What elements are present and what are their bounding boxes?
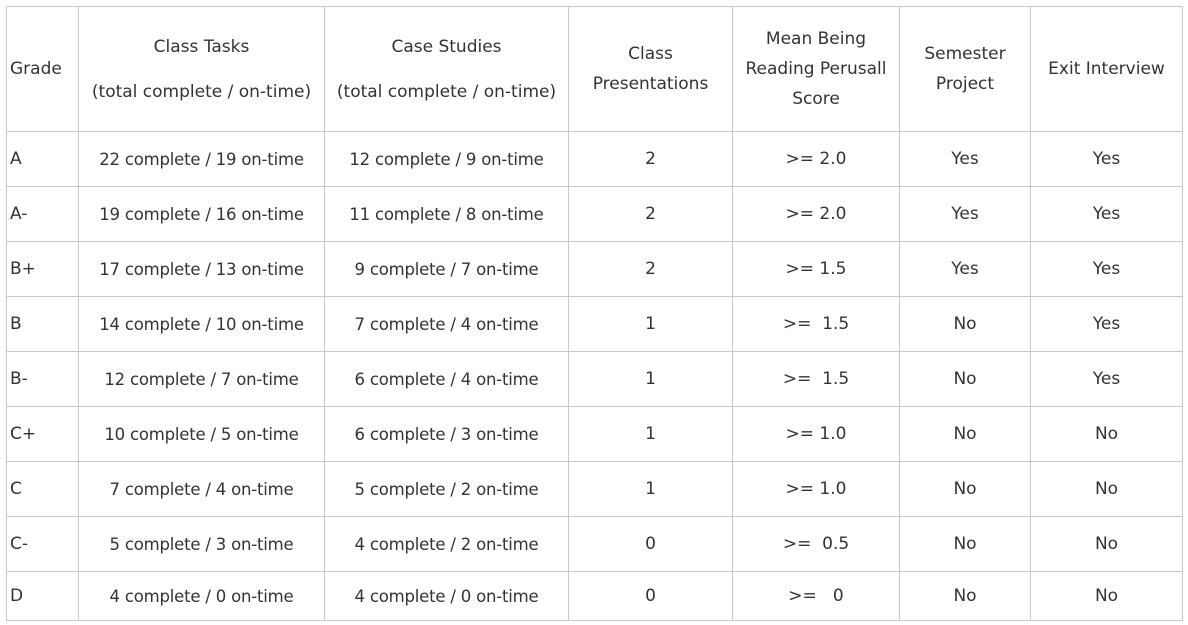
table-row: B- 12 complete / 7 on-time 6 complete / … xyxy=(6,351,1183,407)
class-tasks-cell: 22 complete / 19 on-time xyxy=(78,131,325,187)
header-row: Grade Class Tasks (total complete / on-t… xyxy=(6,6,1183,132)
reading-score-cell: >= 1.5 xyxy=(732,351,900,407)
header-semester-project: Semester Project xyxy=(899,6,1031,132)
table-row: B+ 17 complete / 13 on-time 9 complete /… xyxy=(6,241,1183,297)
case-studies-cell: 4 complete / 0 on-time xyxy=(324,571,569,621)
table-row: C+ 10 complete / 5 on-time 6 complete / … xyxy=(6,406,1183,462)
exit-interview-cell: No xyxy=(1030,516,1183,572)
presentations-cell: 1 xyxy=(568,296,733,352)
header-exit-interview-label: Exit Interview xyxy=(1048,59,1165,79)
presentations-cell: 0 xyxy=(568,571,733,621)
presentations-cell: 1 xyxy=(568,351,733,407)
header-class-tasks: Class Tasks (total complete / on-time) xyxy=(78,6,325,132)
exit-interview-cell: Yes xyxy=(1030,131,1183,187)
exit-interview-cell: Yes xyxy=(1030,296,1183,352)
case-studies-cell: 6 complete / 4 on-time xyxy=(324,351,569,407)
reading-score-cell: >= 2.0 xyxy=(732,186,900,242)
reading-score-cell: >= 2.0 xyxy=(732,131,900,187)
case-studies-cell: 5 complete / 2 on-time xyxy=(324,461,569,517)
header-case-studies-title: Case Studies xyxy=(391,36,502,57)
exit-interview-cell: No xyxy=(1030,406,1183,462)
reading-score-cell: >= 0.5 xyxy=(732,516,900,572)
grade-cell: B+ xyxy=(6,241,79,297)
case-studies-cell: 9 complete / 7 on-time xyxy=(324,241,569,297)
reading-score-cell: >= 0 xyxy=(732,571,900,621)
header-class-presentations: Class Presentations xyxy=(568,6,733,132)
class-tasks-cell: 14 complete / 10 on-time xyxy=(78,296,325,352)
table-row: C- 5 complete / 3 on-time 4 complete / 2… xyxy=(6,516,1183,572)
table-row: A- 19 complete / 16 on-time 11 complete … xyxy=(6,186,1183,242)
header-mean-reading-score-line3: Score xyxy=(792,89,840,109)
exit-interview-cell: Yes xyxy=(1030,351,1183,407)
semester-project-cell: No xyxy=(899,351,1031,407)
header-class-presentations-line1: Class xyxy=(628,44,673,64)
exit-interview-cell: Yes xyxy=(1030,186,1183,242)
header-semester-project-line1: Semester xyxy=(924,44,1006,64)
reading-score-cell: >= 1.0 xyxy=(732,406,900,462)
grade-cell: A xyxy=(6,131,79,187)
header-grade: Grade xyxy=(6,6,79,132)
presentations-cell: 1 xyxy=(568,406,733,462)
grade-cell: C+ xyxy=(6,406,79,462)
class-tasks-cell: 12 complete / 7 on-time xyxy=(78,351,325,407)
class-tasks-cell: 5 complete / 3 on-time xyxy=(78,516,325,572)
header-semester-project-line2: Project xyxy=(935,74,995,94)
header-mean-reading-score-line1: Mean Being xyxy=(765,29,867,49)
presentations-cell: 2 xyxy=(568,131,733,187)
class-tasks-cell: 4 complete / 0 on-time xyxy=(78,571,325,621)
header-grade-label: Grade xyxy=(10,59,62,79)
semester-project-cell: No xyxy=(899,461,1031,517)
exit-interview-cell: No xyxy=(1030,461,1183,517)
reading-score-cell: >= 1.0 xyxy=(732,461,900,517)
case-studies-cell: 7 complete / 4 on-time xyxy=(324,296,569,352)
header-case-studies: Case Studies (total complete / on-time) xyxy=(324,6,569,132)
header-case-studies-subtitle: (total complete / on-time) xyxy=(336,81,557,102)
reading-score-cell: >= 1.5 xyxy=(732,241,900,297)
grade-cell: B- xyxy=(6,351,79,407)
grade-cell: D xyxy=(6,571,79,621)
table-row: A 22 complete / 19 on-time 12 complete /… xyxy=(6,131,1183,187)
semester-project-cell: No xyxy=(899,296,1031,352)
case-studies-cell: 12 complete / 9 on-time xyxy=(324,131,569,187)
case-studies-cell: 11 complete / 8 on-time xyxy=(324,186,569,242)
class-tasks-cell: 19 complete / 16 on-time xyxy=(78,186,325,242)
presentations-cell: 1 xyxy=(568,461,733,517)
table-row: C 7 complete / 4 on-time 5 complete / 2 … xyxy=(6,461,1183,517)
grade-cell: C- xyxy=(6,516,79,572)
presentations-cell: 2 xyxy=(568,241,733,297)
exit-interview-cell: No xyxy=(1030,571,1183,621)
presentations-cell: 2 xyxy=(568,186,733,242)
grading-table: Grade Class Tasks (total complete / on-t… xyxy=(6,6,1183,621)
case-studies-cell: 6 complete / 3 on-time xyxy=(324,406,569,462)
header-class-presentations-line2: Presentations xyxy=(592,74,709,94)
semester-project-cell: Yes xyxy=(899,241,1031,297)
exit-interview-cell: Yes xyxy=(1030,241,1183,297)
semester-project-cell: No xyxy=(899,406,1031,462)
table-row: B 14 complete / 10 on-time 7 complete / … xyxy=(6,296,1183,352)
class-tasks-cell: 10 complete / 5 on-time xyxy=(78,406,325,462)
header-exit-interview: Exit Interview xyxy=(1030,6,1183,132)
header-class-tasks-subtitle: (total complete / on-time) xyxy=(91,81,312,102)
header-mean-reading-score-line2: Reading Perusall xyxy=(745,59,887,79)
grade-cell: A- xyxy=(6,186,79,242)
semester-project-cell: No xyxy=(899,516,1031,572)
presentations-cell: 0 xyxy=(568,516,733,572)
table-row: D 4 complete / 0 on-time 4 complete / 0 … xyxy=(6,571,1183,621)
grade-cell: B xyxy=(6,296,79,352)
class-tasks-cell: 17 complete / 13 on-time xyxy=(78,241,325,297)
class-tasks-cell: 7 complete / 4 on-time xyxy=(78,461,325,517)
reading-score-cell: >= 1.5 xyxy=(732,296,900,352)
grade-cell: C xyxy=(6,461,79,517)
header-mean-reading-score: Mean Being Reading Perusall Score xyxy=(732,6,900,132)
semester-project-cell: No xyxy=(899,571,1031,621)
semester-project-cell: Yes xyxy=(899,186,1031,242)
case-studies-cell: 4 complete / 2 on-time xyxy=(324,516,569,572)
semester-project-cell: Yes xyxy=(899,131,1031,187)
header-class-tasks-title: Class Tasks xyxy=(153,36,250,57)
